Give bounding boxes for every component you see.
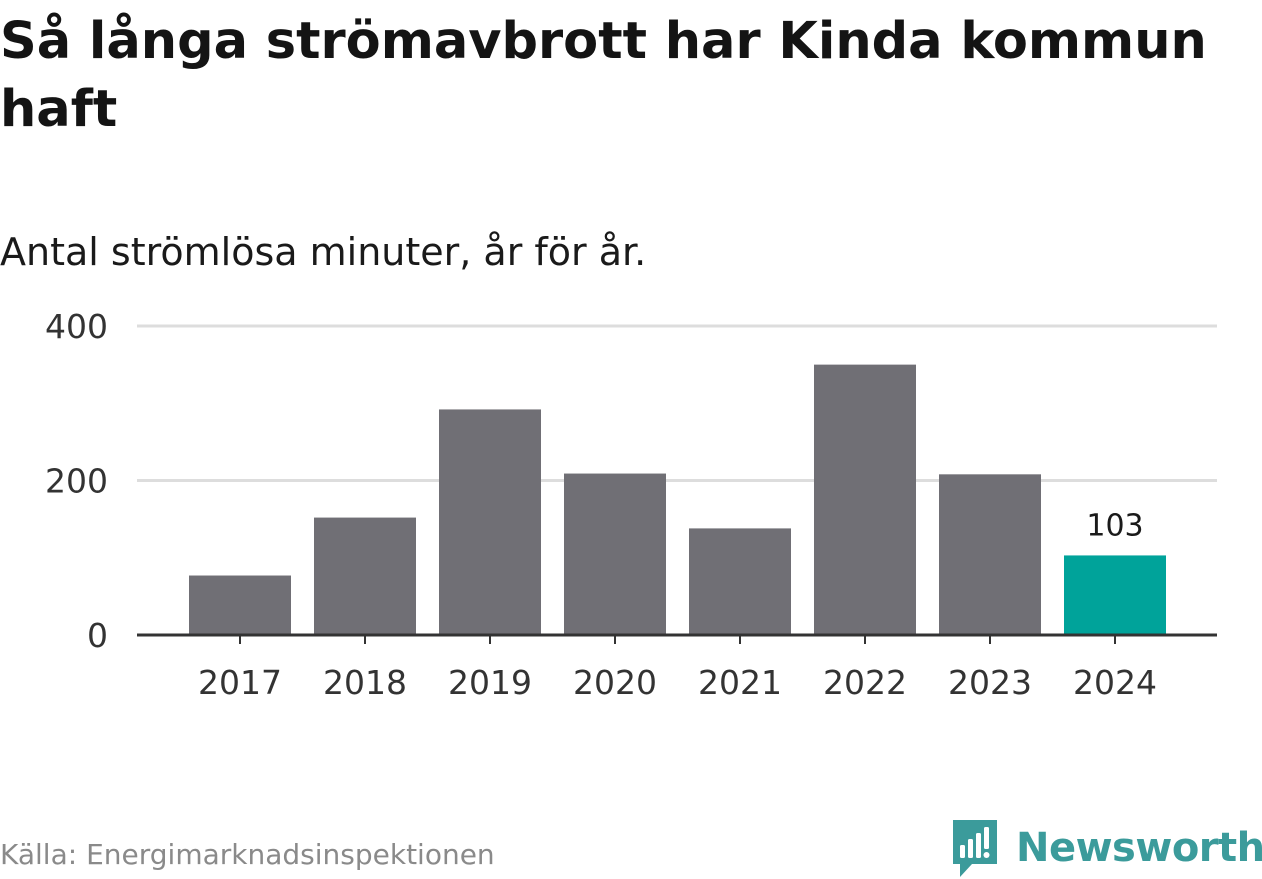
grid-layer — [137, 324, 1217, 482]
chart-title: Så långa strömavbrott har Kinda kommun h… — [0, 12, 1207, 139]
labels-layer: 0 200 400 2017 2018 2019 2020 2021 2022 2023 2024 1… — [45, 307, 1157, 702]
data-label: 103 — [1086, 508, 1143, 543]
y-tick-label: 200 — [45, 462, 108, 501]
y-tick-label: 0 — [87, 616, 108, 655]
bar-2017 — [189, 575, 291, 635]
x-tick-label: 2023 — [948, 663, 1032, 702]
x-tick-label: 2020 — [573, 663, 657, 702]
bar-2020 — [564, 473, 666, 635]
x-tick-label: 2021 — [698, 663, 782, 702]
brand: Newsworthy — [950, 817, 1262, 879]
axis-layer — [137, 633, 1217, 644]
brand-name: Newsworthy — [1016, 825, 1262, 871]
bar-2024 — [1064, 555, 1166, 635]
source-note: Källa: Energimarknadsinspektionen — [0, 838, 495, 871]
bar-2021 — [689, 528, 791, 635]
bar-2018 — [314, 517, 416, 635]
chart-subtitle: Antal strömlösa minuter, år för år. — [0, 230, 647, 274]
x-tick-label: 2018 — [323, 663, 407, 702]
x-tick-label: 2019 — [448, 663, 532, 702]
y-tick-label: 400 — [45, 307, 108, 346]
x-tick-label: 2017 — [198, 663, 282, 702]
x-tick-label: 2022 — [823, 663, 907, 702]
bar-2023 — [939, 474, 1041, 635]
bar-2019 — [439, 409, 541, 635]
bar-chart: 0 200 400 2017 2018 2019 2020 2021 2022 2023 2024 1… — [45, 307, 1217, 702]
newsworthy-logo-icon — [953, 820, 997, 877]
bar-2022 — [814, 364, 916, 635]
bars-layer — [189, 364, 1166, 635]
x-tick-label: 2024 — [1073, 663, 1157, 702]
